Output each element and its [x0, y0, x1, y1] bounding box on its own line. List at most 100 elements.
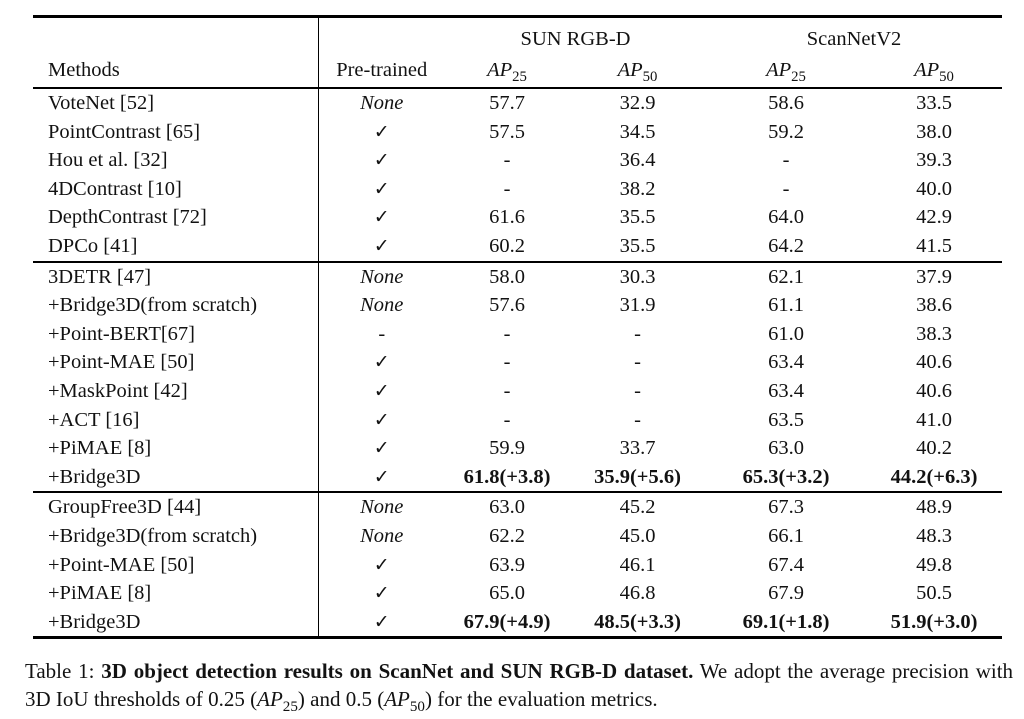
header-group-row: Methods Pre-trained SUN RGB-D ScanNetV2	[33, 16, 1002, 88]
table-row: +Point-MAE [50] ✓ - - 63.4 40.6	[33, 348, 1002, 377]
caption-text: ) for the evaluation metrics.	[424, 687, 658, 712]
table-row: VoteNet [52] None 57.7 32.9 58.6 33.5	[33, 87, 1003, 118]
value-cell: 45.2	[569, 491, 707, 522]
method-cell: +PiMAE [8]	[33, 434, 319, 463]
value-cell: 66.1	[768, 524, 804, 547]
value-cell: 63.4	[768, 351, 804, 374]
value-cell: 41.0	[916, 408, 952, 431]
ap-subscript: 25	[791, 69, 806, 86]
results-table: Methods Pre-trained SUN RGB-D ScanNetV2 …	[33, 15, 1003, 640]
pretrained-cell: ✓	[373, 465, 390, 488]
table-row: DepthContrast [72] ✓ 61.6 35.5 64.0 42.9	[33, 203, 1002, 232]
value-cell: 58.6	[706, 87, 867, 118]
value-cell: 34.5	[619, 120, 656, 143]
pretrained-cell: ✓	[373, 553, 390, 576]
value-cell: 42.9	[916, 206, 952, 229]
value-cell: 48.9	[866, 491, 1003, 522]
pretrained-cell: ✓	[373, 120, 390, 143]
table-row: +Bridge3D ✓ 67.9(+4.9) 48.5(+3.3) 69.1(+…	[33, 607, 1002, 638]
method-cell: +Point-BERT[67]	[33, 319, 319, 349]
value-cell: -	[782, 149, 790, 172]
table-row: Hou et al. [32] ✓ - 36.4 - 39.3	[33, 146, 1002, 175]
value-cell: 67.9(+4.9)	[463, 610, 551, 633]
value-cell: 64.2	[768, 234, 804, 257]
value-cell: 49.8	[916, 553, 952, 576]
value-cell: 67.9	[768, 582, 804, 605]
pretrained-cell: ✓	[373, 437, 390, 460]
pretrained-cell: None	[318, 491, 445, 522]
value-cell: 41.5	[916, 234, 952, 257]
value-cell: -	[634, 408, 641, 431]
method-cell: 3DETR [47]	[33, 260, 319, 292]
pretrained-cell: ✓	[373, 149, 390, 172]
table-row: +PiMAE [8] ✓ 65.0 46.8 67.9 50.5	[33, 579, 1002, 608]
ap-subscript: 25	[512, 69, 527, 86]
value-cell: 58.0	[445, 260, 569, 292]
paper-page: Methods Pre-trained SUN RGB-D ScanNetV2 …	[0, 15, 1024, 719]
header-ap-row: AP25 AP50 AP25 AP50	[33, 52, 1002, 88]
method-cell: PointContrast [65]	[33, 117, 319, 147]
value-cell: -	[503, 322, 511, 345]
method-cell: +MaskPoint [42]	[33, 376, 319, 406]
value-cell: 38.0	[916, 120, 952, 143]
value-cell: 35.9(+5.6)	[594, 465, 681, 488]
table-row: +MaskPoint [42] ✓ - - 63.4 40.6	[33, 376, 1002, 406]
value-cell: -	[503, 149, 511, 172]
value-cell: 38.6	[916, 294, 952, 317]
method-cell: +Point-MAE [50]	[33, 348, 319, 377]
value-cell: 31.9	[619, 294, 656, 317]
pretrained-cell: ✓	[373, 177, 390, 200]
table-row: DPCo [41] ✓ 60.2 35.5 64.2 41.5	[33, 231, 1002, 262]
value-cell: 65.3(+3.2)	[742, 465, 830, 488]
value-cell: 60.2	[489, 234, 525, 257]
value-cell: 61.6	[489, 206, 525, 229]
table-row: +Point-MAE [50] ✓ 63.9 46.1 67.4 49.8	[33, 550, 1002, 580]
table-row: +Bridge3D ✓ 61.8(+3.8) 35.9(+5.6) 65.3(+…	[33, 462, 1002, 493]
value-cell: 46.1	[619, 553, 656, 576]
caption-ap25-subscript: 25	[282, 699, 298, 716]
caption-label: Table 1:	[25, 659, 95, 684]
value-cell: -	[634, 379, 641, 402]
value-cell: -	[503, 177, 511, 200]
caption-ap25-label: AP	[257, 687, 283, 712]
value-cell: 39.3	[916, 149, 952, 172]
method-cell: +Bridge3D(from scratch)	[33, 521, 319, 551]
value-cell: -	[503, 379, 511, 402]
col-group-scannetv2: ScanNetV2	[806, 28, 902, 50]
method-cell: VoteNet [52]	[33, 87, 319, 118]
value-cell: 36.4	[619, 149, 656, 172]
method-cell: +PiMAE [8]	[33, 579, 319, 608]
value-cell: 32.9	[569, 87, 707, 118]
value-cell: 64.0	[768, 206, 804, 229]
value-cell: 63.4	[768, 379, 804, 402]
value-cell: 57.6	[489, 294, 525, 317]
value-cell: -	[503, 408, 511, 431]
table-row: PointContrast [65] ✓ 57.5 34.5 59.2 38.0	[33, 117, 1002, 147]
pretrained-cell: ✓	[373, 206, 390, 229]
value-cell: 38.3	[916, 322, 952, 345]
table-caption: Table 1: 3D object detection results on …	[25, 657, 1013, 716]
method-cell: GroupFree3D [44]	[33, 491, 319, 522]
pretrained-cell: None	[360, 294, 404, 317]
table-row: +PiMAE [8] ✓ 59.9 33.7 63.0 40.2	[33, 434, 1002, 463]
value-cell: 63.0	[445, 491, 569, 522]
value-cell: -	[503, 351, 511, 374]
table-row: +Bridge3D(from scratch) None 57.6 31.9 6…	[33, 291, 1002, 320]
value-cell: 48.5(+3.3)	[594, 610, 681, 633]
col-header-pretrained: Pre-trained	[336, 59, 428, 81]
pretrained-cell: ✓	[373, 610, 390, 633]
value-cell: 57.5	[489, 120, 525, 143]
table-row: +Bridge3D(from scratch) None 62.2 45.0 6…	[33, 521, 1002, 551]
value-cell: 57.7	[445, 87, 569, 118]
pretrained-cell: None	[318, 260, 445, 292]
value-cell: 59.2	[768, 120, 804, 143]
method-cell: +Bridge3D	[33, 462, 319, 493]
value-cell: 59.9	[489, 437, 525, 460]
method-cell: DPCo [41]	[33, 231, 319, 262]
col-header-methods: Methods	[33, 16, 319, 88]
method-cell: 4DContrast [10]	[33, 174, 319, 204]
table-row: +ACT [16] ✓ - - 63.5 41.0	[33, 405, 1002, 435]
pretrained-cell: None	[318, 87, 445, 118]
value-cell: -	[782, 177, 790, 200]
method-cell: +Bridge3D	[33, 607, 319, 638]
